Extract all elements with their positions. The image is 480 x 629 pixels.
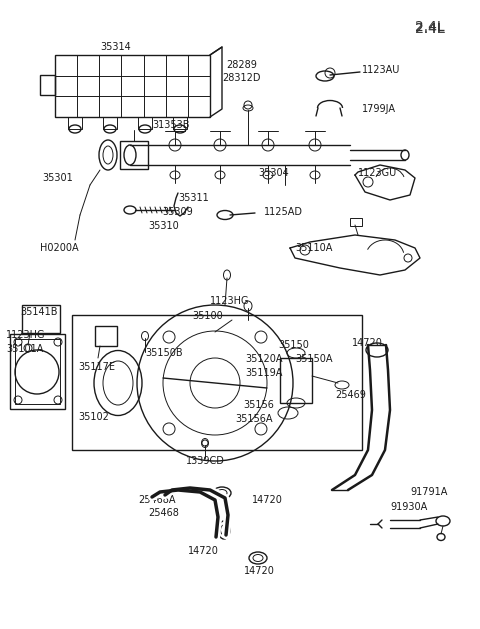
Bar xyxy=(280,358,312,403)
Text: 14720: 14720 xyxy=(244,566,275,576)
Text: 1123AU: 1123AU xyxy=(362,65,400,75)
Text: 35304: 35304 xyxy=(258,168,289,178)
Text: 35301: 35301 xyxy=(42,173,73,183)
Bar xyxy=(68,117,82,129)
Bar xyxy=(173,117,187,129)
Text: 2.4L: 2.4L xyxy=(415,22,444,36)
Bar xyxy=(350,218,362,226)
Bar xyxy=(72,315,362,450)
Text: 1123GU: 1123GU xyxy=(358,168,397,178)
Text: 28289: 28289 xyxy=(226,60,257,70)
Bar xyxy=(138,117,152,129)
Text: 1123HG: 1123HG xyxy=(210,296,250,306)
Text: 1799JA: 1799JA xyxy=(362,104,396,114)
Text: 28312D: 28312D xyxy=(222,73,261,83)
Text: 35150: 35150 xyxy=(278,340,309,350)
Text: 35309: 35309 xyxy=(162,207,193,217)
Text: 35150A: 35150A xyxy=(295,354,333,364)
Text: 35150B: 35150B xyxy=(145,348,182,358)
Bar xyxy=(103,117,117,129)
Text: 25468: 25468 xyxy=(148,508,179,518)
Text: 14720: 14720 xyxy=(252,495,283,505)
Text: 35310: 35310 xyxy=(148,221,179,231)
Text: 25468A: 25468A xyxy=(138,495,176,505)
Bar xyxy=(55,55,210,117)
Text: 35311: 35311 xyxy=(178,193,209,203)
Text: H0200A: H0200A xyxy=(40,243,79,253)
Text: 2.4L: 2.4L xyxy=(415,22,444,36)
Text: 91791A: 91791A xyxy=(410,487,447,497)
Text: 91930A: 91930A xyxy=(390,502,427,512)
Text: 35119A: 35119A xyxy=(245,368,282,378)
Bar xyxy=(40,75,55,95)
Bar xyxy=(95,326,117,346)
Bar xyxy=(22,305,60,333)
Text: 35117E: 35117E xyxy=(78,362,115,372)
Text: 1123HG: 1123HG xyxy=(6,330,46,340)
Text: 35156A: 35156A xyxy=(235,414,273,424)
Text: 35141B: 35141B xyxy=(20,307,58,317)
Bar xyxy=(10,334,65,409)
Text: 25469: 25469 xyxy=(335,390,366,400)
Text: 1125AD: 1125AD xyxy=(264,207,303,217)
Text: 31353B: 31353B xyxy=(152,120,190,130)
Text: 1339CD: 1339CD xyxy=(186,456,225,466)
Text: 35120A: 35120A xyxy=(245,354,283,364)
Text: 2.4L: 2.4L xyxy=(415,20,444,34)
Text: 35102: 35102 xyxy=(78,412,109,422)
Text: 14720: 14720 xyxy=(352,338,383,348)
Text: 35100: 35100 xyxy=(192,311,223,321)
Text: 35110A: 35110A xyxy=(295,243,332,253)
Bar xyxy=(15,339,60,404)
Text: 35101A: 35101A xyxy=(6,344,43,354)
Bar xyxy=(120,141,148,169)
Text: 14720: 14720 xyxy=(188,546,219,556)
Text: 35314: 35314 xyxy=(100,42,131,52)
Text: 35156: 35156 xyxy=(243,400,274,410)
